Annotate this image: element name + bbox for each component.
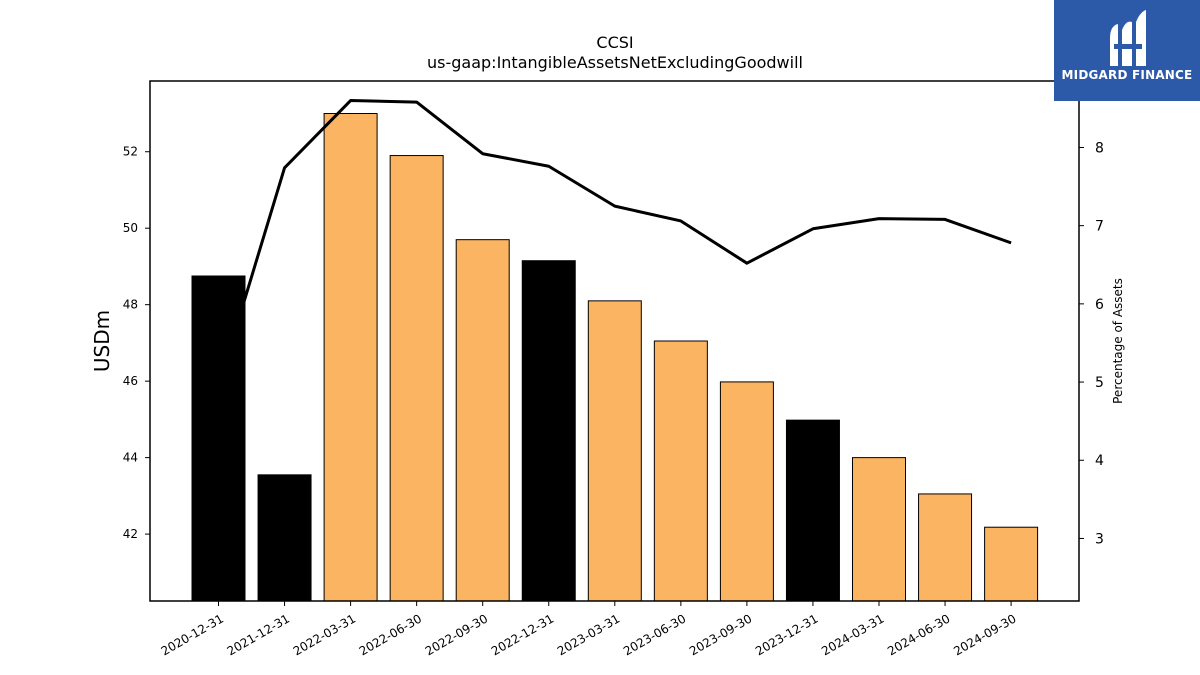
bar-2024-06-30 [918, 493, 973, 602]
y2-tick-label: 4 [1095, 453, 1104, 469]
x-tick-label: 2023-09-30 [687, 611, 754, 658]
chart-subtitle: us-gaap:IntangibleAssetsNetExcludingGood… [427, 53, 803, 72]
x-tick-label: 2023-12-31 [753, 611, 820, 658]
brand-logo: MIDGARD FINANCE [1054, 0, 1200, 101]
y-tick-label: 52 [123, 145, 138, 159]
bar-2023-03-31 [587, 300, 642, 602]
chart-title: CCSI [596, 33, 633, 52]
bars-layer [191, 113, 1039, 602]
y-tick-label: 46 [123, 374, 138, 388]
x-tick-label: 2022-09-30 [423, 611, 490, 658]
bar-2023-06-30 [653, 340, 708, 602]
y-tick-label: 44 [123, 451, 138, 465]
y2-tick-label: 6 [1095, 297, 1104, 313]
y2-tick-label: 3 [1095, 531, 1104, 547]
y2-tick-label: 8 [1095, 140, 1104, 156]
y2-tick-label: 7 [1095, 219, 1104, 235]
x-tick-label: 2023-06-30 [621, 611, 688, 658]
x-tick-label: 2022-12-31 [489, 611, 556, 658]
y-tick-label: 50 [123, 221, 138, 235]
logo-text: MIDGARD FINANCE [1061, 68, 1193, 82]
y-tick-label: 48 [123, 298, 138, 312]
bar-2022-12-31 [521, 260, 576, 602]
bar-2023-12-31 [785, 419, 840, 602]
bar-2023-09-30 [719, 381, 774, 602]
x-tick-label: 2024-03-31 [819, 611, 886, 658]
x-tick-label: 2023-03-31 [555, 611, 622, 658]
bar-2022-06-30 [389, 155, 444, 602]
bar-2021-12-31 [257, 474, 312, 602]
y2-tick-label: 5 [1095, 375, 1104, 391]
x-tick-label: 2021-12-31 [225, 611, 292, 658]
y-axis-label: USDm [90, 310, 114, 372]
logo-mark-icon [1110, 10, 1146, 66]
y-tick-label: 42 [123, 527, 138, 541]
x-tick-label: 2022-06-30 [357, 611, 424, 658]
bar-2022-03-31 [323, 113, 378, 602]
y2-axis-label: Percentage of Assets [1111, 278, 1125, 404]
line-layer [217, 99, 1012, 387]
x-tick-label: 2022-03-31 [291, 611, 358, 658]
bar-2024-03-31 [852, 457, 906, 602]
bar-2022-09-30 [455, 239, 510, 602]
x-tick-label: 2020-12-31 [159, 611, 226, 658]
x-tick-label: 2024-06-30 [885, 611, 952, 658]
percentage-line [217, 99, 1012, 387]
bar-2024-09-30 [984, 526, 1039, 602]
x-tick-label: 2024-09-30 [951, 611, 1018, 658]
